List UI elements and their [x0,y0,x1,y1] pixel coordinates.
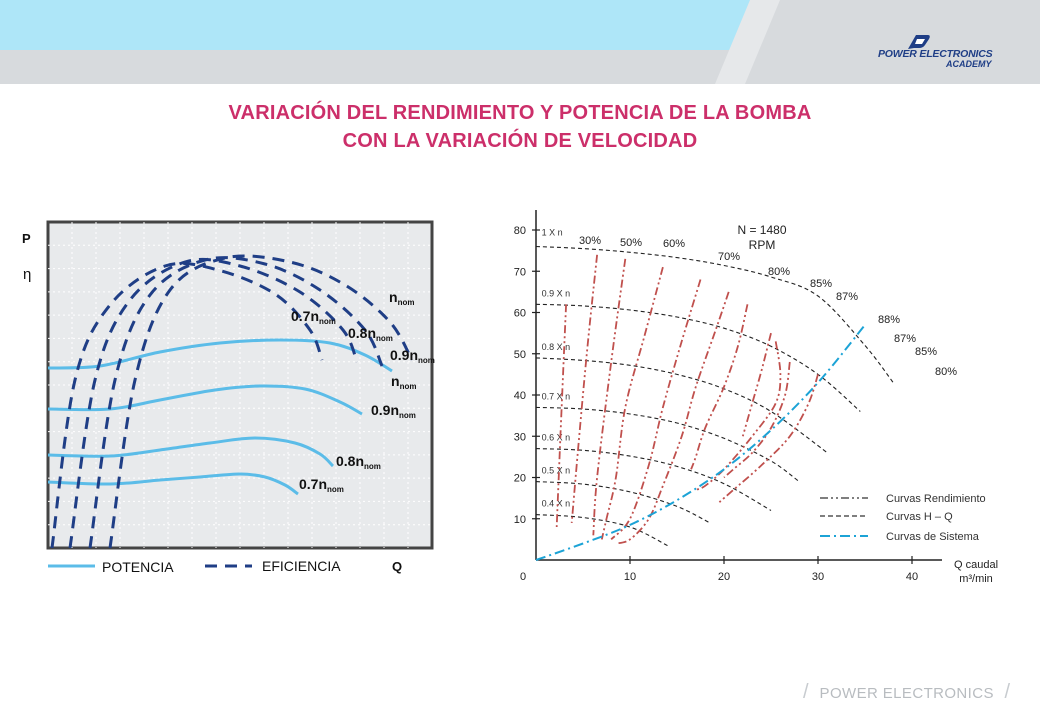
x-tick-label: 10 [624,571,636,583]
y-tick-label: 60 [514,308,526,320]
left-ylabel-eta: η [23,266,31,283]
efficiency-curve-series [108,254,414,549]
power-curve-series [47,436,335,468]
efficiency-curve-label: 85% [915,346,937,358]
logo: POWER ELECTRONICS ACADEMY [848,35,1028,77]
efficiency-curve-label: 50% [620,237,642,249]
footer-slash-right: / [1004,681,1011,703]
header-band [0,0,1040,84]
system-curve-series [535,324,866,561]
speed-curve-series [535,448,772,511]
power-curve-series [47,338,393,373]
efficiency-curve-label: 30% [579,235,601,247]
efficiency-curve-label: 85% [810,278,832,290]
efficiency-curve-series [695,341,782,491]
speed-curve-label: 0.8 X n [542,342,571,352]
footer: / POWER ELECTRONICS / [803,681,1010,704]
efficiency-curve-series [741,332,772,437]
speed-curve-label: 0.5 X n [542,466,571,476]
efficiency-curve-label: 80% [935,366,957,378]
power-curve-series [47,384,363,416]
x-tick-label: 20 [718,571,730,583]
y-tick-label: 20 [514,473,526,485]
efficiency-curve-series [555,304,567,528]
efficiency-curve-label: 87% [836,291,858,303]
speed-curve-label: 1 X n [542,228,563,238]
y-tick-label: 70 [514,266,526,278]
legend-label: Curvas H – Q [886,511,953,523]
page-title-line2: CON LA VARIACIÓN DE VELOCIDAD [342,130,698,152]
left-chart: Pηnnom0.9nnom0.8nnom0.7nnomnnom0.9nnom0.… [22,220,435,575]
x-tick-label: 40 [906,571,918,583]
speed-curve-series [535,406,800,483]
y-tick-label: 10 [514,514,526,526]
logo-line2: ACADEMY [946,59,992,69]
x-tick-label: 30 [812,571,824,583]
efficiency-curve-series [592,258,627,536]
speed-curve-label: 0.7 X n [542,391,571,401]
speed-curve-series [535,514,668,547]
y-tick-label: 40 [514,390,526,402]
logo-line1: POWER ELECTRONICS [878,48,993,60]
left-ylabel-p: P [22,231,31,246]
efficiency-curve-series [723,361,791,479]
efficiency-curve-series [68,257,359,549]
efficiency-curve-label: 60% [663,238,685,250]
speed-curve-series [535,357,828,454]
x-tick-label: 0 [520,571,526,583]
footer-slash-left: / [803,681,809,703]
rpm-label-line1: N = 1480 [737,223,786,237]
efficiency-curve-series [615,291,730,545]
legend-eficiencia-label: EFICIENCIA [262,558,341,574]
efficiency-curve-label: 87% [894,333,916,345]
footer-text: POWER ELECTRONICS [819,685,994,702]
efficiency-curve-series [570,254,598,523]
efficiency-curve-label: 70% [718,251,740,263]
legend-label: Curvas de Sistema [886,531,980,543]
speed-curve-series [535,245,894,383]
legend-potencia-label: POTENCIA [102,559,174,575]
efficiency-curve-label: 88% [878,314,900,326]
right-chart: 10 20 30 40 50 60 70 80 0 10 20 30 40 Q caudal m³/min N… [514,210,998,585]
x-axis-label-line2: m³/min [959,573,993,585]
speed-curve-series [535,481,711,524]
efficiency-curve-series [718,374,819,503]
efficiency-curve-series [610,279,702,541]
speed-curve-label: 0.4 X n [542,499,571,509]
efficiency-curve-series [690,304,749,470]
speed-curve-label: 0.6 X n [542,433,571,443]
efficiency-curve-label: 80% [768,266,790,278]
efficiency-curve-series [600,266,664,540]
speed-curve-label: 0.9 X n [542,288,571,298]
header-stripe [715,0,780,84]
speed-curve-series [535,303,861,412]
x-axis-label-line1: Q caudal [954,559,998,571]
logo-mark [905,33,931,51]
left-xlabel-q: Q [392,559,402,574]
y-tick-label: 80 [514,225,526,237]
legend-label: Curvas Rendimiento [886,493,986,505]
efficiency-curve-series [50,261,324,549]
page-title-line1: VARIACIÓN DEL RENDIMIENTO Y POTENCIA DE … [228,102,812,124]
power-curve-series [47,472,299,496]
rpm-label-line2: RPM [749,238,776,252]
y-tick-label: 50 [514,349,526,361]
y-tick-label: 30 [514,431,526,443]
header-light-blue-band [0,0,770,50]
